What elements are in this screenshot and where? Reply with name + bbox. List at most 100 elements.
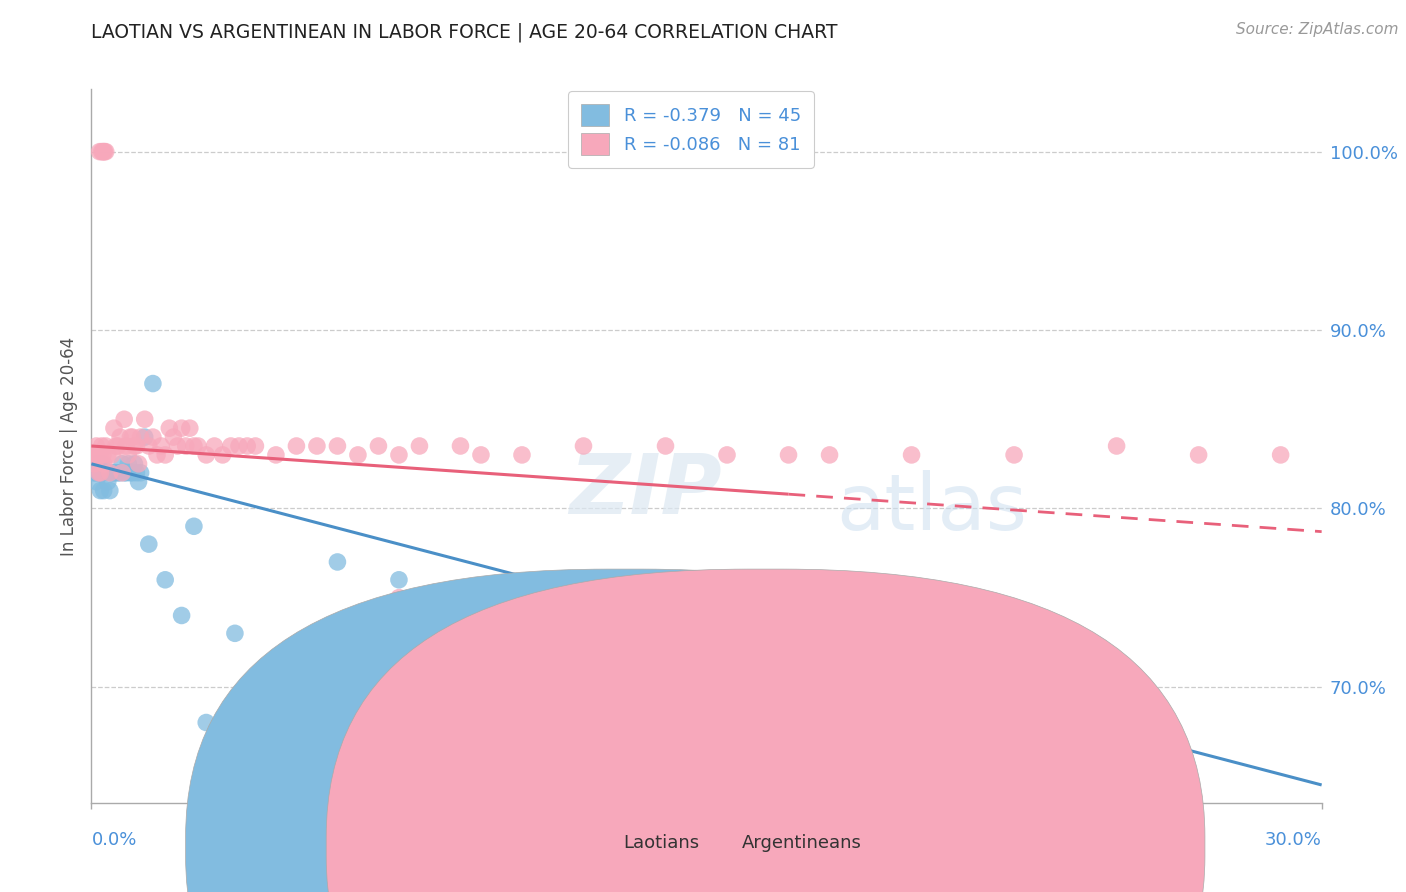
Point	[89, 145, 111, 159]
Point	[183, 519, 205, 533]
Point	[150, 439, 173, 453]
Point	[125, 466, 148, 480]
Text: 0.0%: 0.0%	[91, 831, 136, 849]
Point	[778, 448, 800, 462]
Point	[157, 421, 180, 435]
Point	[89, 466, 111, 480]
Point	[105, 439, 127, 453]
Point	[1002, 448, 1025, 462]
Point	[347, 448, 370, 462]
Point	[224, 626, 246, 640]
Point	[531, 733, 554, 747]
Point	[124, 439, 146, 453]
Point	[174, 439, 197, 453]
Point	[429, 644, 451, 658]
Point	[129, 430, 152, 444]
Point	[101, 466, 124, 480]
Point	[470, 787, 492, 801]
Text: atlas: atlas	[837, 470, 1028, 547]
Point	[108, 466, 131, 480]
Point	[162, 430, 184, 444]
Point	[1187, 448, 1209, 462]
Text: Laotians: Laotians	[623, 834, 699, 852]
Point	[187, 439, 209, 453]
Point	[1270, 448, 1292, 462]
Point	[1043, 706, 1066, 721]
Point	[264, 448, 287, 462]
Point	[124, 457, 146, 471]
Point	[195, 448, 218, 462]
Point	[93, 145, 115, 159]
Point	[153, 448, 177, 462]
Point	[510, 448, 533, 462]
Point	[146, 448, 169, 462]
Point	[89, 483, 111, 498]
Point	[87, 466, 110, 480]
Point	[219, 439, 242, 453]
Point	[654, 439, 676, 453]
Point	[121, 430, 143, 444]
Point	[93, 483, 115, 498]
Point	[83, 457, 105, 471]
Point	[388, 448, 411, 462]
Point	[128, 475, 150, 489]
Point	[82, 466, 104, 480]
Point	[138, 537, 160, 551]
Point	[211, 448, 233, 462]
Point	[1064, 662, 1087, 676]
Point	[101, 448, 124, 462]
Point	[129, 466, 152, 480]
Point	[236, 439, 259, 453]
Point	[103, 421, 125, 435]
Text: ZIP: ZIP	[568, 450, 721, 531]
Point	[900, 448, 922, 462]
Point	[103, 466, 125, 480]
Point	[91, 466, 114, 480]
Point	[82, 448, 104, 462]
Point	[86, 466, 108, 480]
Point	[166, 439, 188, 453]
Text: LAOTIAN VS ARGENTINEAN IN LABOR FORCE | AGE 20-64 CORRELATION CHART: LAOTIAN VS ARGENTINEAN IN LABOR FORCE | …	[91, 22, 838, 42]
Point	[120, 430, 142, 444]
Point	[245, 439, 267, 453]
Point	[89, 448, 111, 462]
Point	[91, 145, 114, 159]
Point	[228, 439, 250, 453]
Point	[880, 591, 903, 605]
Point	[818, 448, 841, 462]
Point	[86, 448, 108, 462]
Point	[83, 457, 105, 471]
Point	[138, 439, 160, 453]
Point	[134, 430, 156, 444]
Point	[134, 412, 156, 426]
Point	[90, 457, 112, 471]
Point	[153, 573, 177, 587]
Point	[97, 475, 120, 489]
Point	[195, 715, 218, 730]
Point	[94, 466, 117, 480]
Point	[388, 573, 411, 587]
Point	[142, 376, 165, 391]
Point	[128, 457, 150, 471]
Point	[94, 439, 117, 453]
Point	[107, 466, 129, 480]
Point	[202, 439, 225, 453]
Point	[572, 439, 595, 453]
Point	[367, 439, 389, 453]
Point	[84, 466, 107, 480]
Point	[89, 466, 111, 480]
Point	[115, 439, 138, 453]
Point	[112, 412, 135, 426]
Point	[90, 439, 112, 453]
Point	[98, 483, 121, 498]
Y-axis label: In Labor Force | Age 20-64: In Labor Force | Age 20-64	[59, 336, 77, 556]
Point	[142, 430, 165, 444]
Point	[125, 439, 148, 453]
Point	[120, 466, 142, 480]
Text: Argentineans: Argentineans	[741, 834, 862, 852]
Point	[285, 644, 308, 658]
Point	[326, 439, 349, 453]
Point	[408, 439, 430, 453]
Point	[94, 145, 117, 159]
Point	[170, 421, 193, 435]
